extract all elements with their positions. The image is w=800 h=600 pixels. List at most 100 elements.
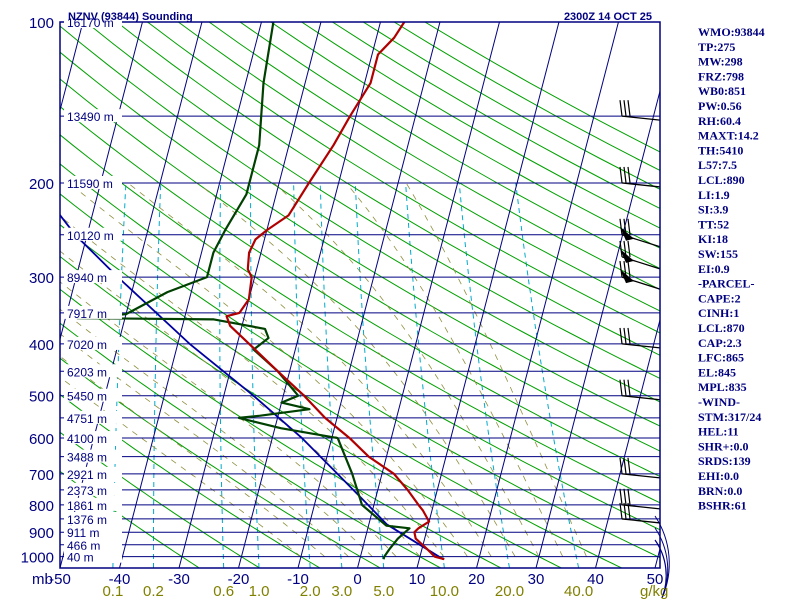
pressure-unit-label: mb	[32, 571, 53, 588]
mixing-ratio-tick-10: 10.0	[430, 583, 459, 600]
mixing-ratio-line-20	[458, 182, 510, 568]
index-entry: L57:7.5	[698, 158, 737, 172]
wind-barb-shaft	[621, 395, 661, 401]
pressure-label-900: 900	[29, 525, 54, 542]
height-label-bg	[64, 482, 122, 496]
wind-barbs	[619, 100, 661, 524]
mixing-ratio-line-5	[354, 182, 385, 568]
height-label-350: 7917 m	[67, 307, 107, 321]
wind-barb-shaft	[621, 473, 661, 479]
index-entry: LCL:870	[698, 321, 745, 335]
pressure-label-300: 300	[29, 270, 54, 287]
height-label-bg	[64, 511, 122, 525]
mixing-ratio-tick-3: 3.0	[331, 583, 352, 600]
height-label-500: 5450 m	[67, 390, 107, 404]
height-label-bg	[64, 270, 122, 284]
wind-barb-feather	[627, 166, 631, 184]
parcel-path-line	[60, 213, 444, 560]
isotherm-20	[476, 22, 619, 568]
mixing-ratio-tick-0.1: 0.1	[102, 583, 123, 600]
wind-barb-shaft	[621, 343, 661, 349]
index-entry: SW:155	[698, 247, 738, 261]
wind-barb-feather	[619, 502, 623, 520]
mixing-ratio-tick-0.6: 0.6	[213, 583, 234, 600]
temperature-tick-30: 30	[528, 571, 545, 588]
dry-adiabat-170	[239, 22, 660, 270]
index-entry: SRDS:139	[698, 454, 751, 468]
height-label-250: 10120 m	[67, 229, 114, 243]
mixing-ratio-line-40	[515, 182, 580, 568]
wind-barb-feather	[619, 488, 623, 505]
wind-barb-feather	[619, 240, 623, 257]
temperature-tick-10: 10	[409, 571, 426, 588]
dry-adiabat-120	[85, 22, 660, 379]
wind-barb-feather	[627, 240, 631, 257]
wind-barb-300	[619, 261, 661, 290]
dry-adiabat-180	[270, 22, 660, 249]
height-label-bg	[64, 175, 122, 189]
temperature-tick-0: 0	[353, 571, 361, 588]
index-entry: EHI:0.0	[698, 469, 739, 483]
wind-barb-shaft	[621, 182, 661, 188]
pressure-label-400: 400	[29, 337, 54, 354]
dry-adiabat-60	[60, 163, 660, 531]
wind-barb-feather	[623, 379, 627, 396]
wind-barb-feather	[623, 488, 627, 505]
index-entry: -PARCEL-	[698, 277, 754, 291]
chart-title: NZNV (93844) Sounding	[68, 11, 193, 23]
temperature-tick--40: -40	[109, 571, 131, 588]
wind-barb-feather	[623, 457, 627, 474]
height-label-bg	[64, 537, 122, 551]
wind-barb-500	[619, 379, 661, 401]
mixing-ratio-lines	[112, 182, 580, 568]
temperature-tick-20: 20	[468, 571, 485, 588]
mixing-ratio-line-2	[293, 182, 311, 568]
dry-adiabat-80	[60, 105, 660, 478]
isotherm--20	[238, 22, 381, 568]
height-label-800: 1861 m	[67, 499, 107, 513]
wind-barb-feather	[623, 100, 627, 117]
temperature-axis-labels: -50 -40 -30 -20 -10 0 10 20 30 40 50	[49, 571, 663, 588]
dewpoint-profile-line	[76, 22, 411, 560]
height-label-600: 4100 m	[67, 432, 107, 446]
isobars	[60, 22, 660, 558]
temperature-tick--20: -20	[228, 571, 250, 588]
mixing-ratio-tick-40: 40.0	[564, 583, 593, 600]
index-entry: CAPE:2	[698, 291, 741, 305]
wind-barb-feather	[619, 327, 623, 344]
index-entry: LI:1.9	[698, 188, 730, 202]
wind-barb-feather	[619, 166, 623, 184]
height-label-650: 3488 m	[67, 451, 107, 465]
wind-barb-flag	[620, 226, 634, 241]
dry-adiabat-140	[147, 22, 660, 334]
height-label-bg	[64, 336, 122, 350]
wind-barb-feather	[623, 502, 627, 520]
wind-barb-feather	[627, 488, 631, 505]
wind-barb-feather	[623, 166, 627, 184]
isotherm-0	[357, 22, 500, 568]
index-entry: BRN:0.0	[698, 484, 742, 498]
profiles	[60, 22, 445, 561]
height-label-550: 4751 m	[67, 412, 107, 426]
wind-barb-feather	[627, 457, 631, 474]
height-label-bg	[64, 431, 122, 445]
wind-barb-200	[619, 166, 661, 188]
mixing-ratio-line-0.1	[112, 182, 127, 568]
wind-barb-400	[619, 327, 661, 349]
index-entry: TP:275	[698, 40, 735, 54]
plot-frame	[59, 21, 661, 569]
index-entry: LFC:865	[698, 351, 744, 365]
wind-barb-feather	[627, 218, 631, 235]
index-entry: LCL:890	[698, 173, 745, 187]
chart-time: 2300Z 14 OCT 25	[564, 11, 652, 23]
index-entry: MAXT:14.2	[698, 129, 759, 143]
index-entry: PW:0.56	[698, 99, 742, 113]
pressure-label-800: 800	[29, 498, 54, 515]
wind-barb-feather	[627, 261, 631, 278]
pressure-label-1000: 1000	[21, 550, 54, 567]
wind-barb-feather	[627, 327, 631, 344]
height-label-150: 13490 m	[67, 110, 114, 124]
height-label-300: 8940 m	[67, 271, 107, 285]
wind-barb-flag	[620, 248, 634, 263]
